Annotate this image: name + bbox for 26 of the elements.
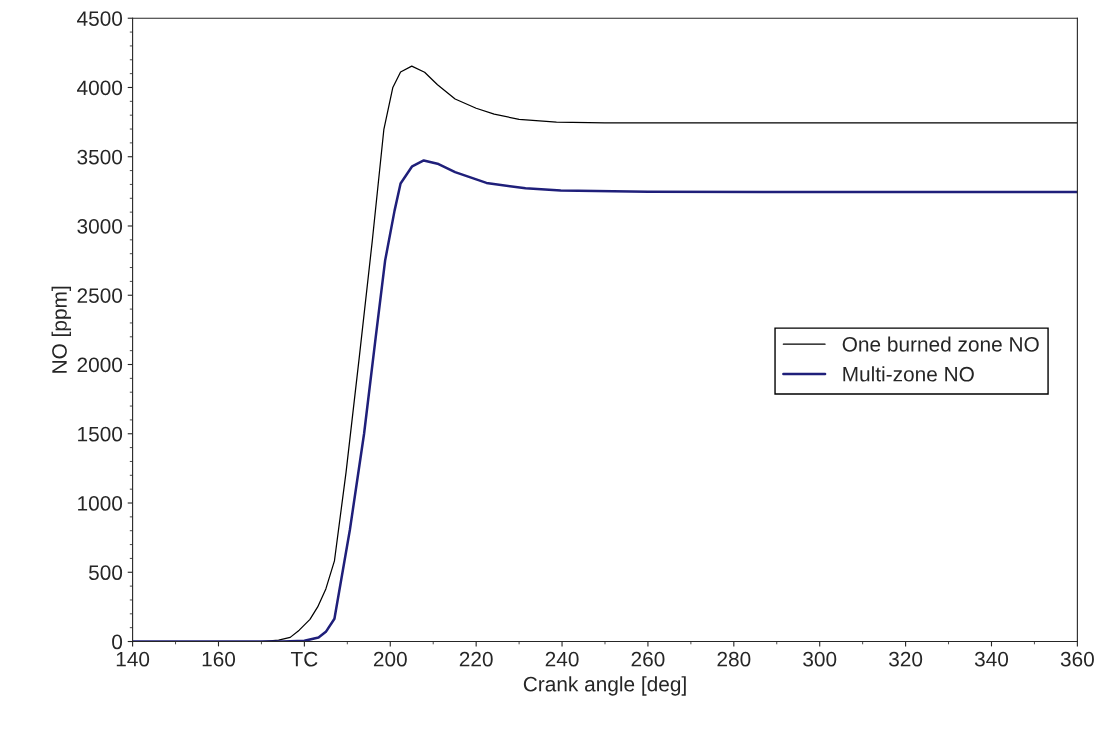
x-tick-label: 260: [631, 651, 665, 667]
x-tick-label: 200: [373, 651, 407, 667]
y-tick-label: 1000: [78, 496, 123, 511]
x-tick-label: 140: [116, 651, 150, 667]
legend-label: Multi-zone NO: [843, 366, 974, 382]
x-tick-label: 320: [889, 651, 923, 667]
legend-label: One burned zone NO: [842, 336, 1039, 352]
y-tick-label: 4500: [77, 11, 123, 26]
x-tick-label: 300: [803, 651, 837, 667]
y-axis-title: NO [ppm]: [51, 286, 71, 373]
y-tick-label: 2000: [77, 357, 123, 373]
y-tick-label: 0: [112, 634, 123, 650]
x-tick-label: 220: [459, 651, 493, 667]
y-tick-label: 500: [88, 565, 123, 581]
y-tick-label: 4000: [77, 80, 123, 96]
x-tick-label: 240: [545, 651, 579, 667]
x-axis-title: Crank angle [deg]: [523, 676, 686, 696]
y-tick-label: 3500: [77, 149, 123, 165]
x-tick-label: TC: [290, 651, 318, 667]
y-tick-label: 2500: [77, 288, 123, 303]
x-tick-label: 160: [202, 651, 236, 667]
x-tick-label: 360: [1060, 651, 1094, 667]
y-tick-label: 1500: [78, 426, 123, 442]
x-tick-label: 340: [974, 651, 1009, 667]
y-tick-label: 3000: [77, 218, 123, 234]
x-tick-label: 280: [717, 651, 751, 667]
